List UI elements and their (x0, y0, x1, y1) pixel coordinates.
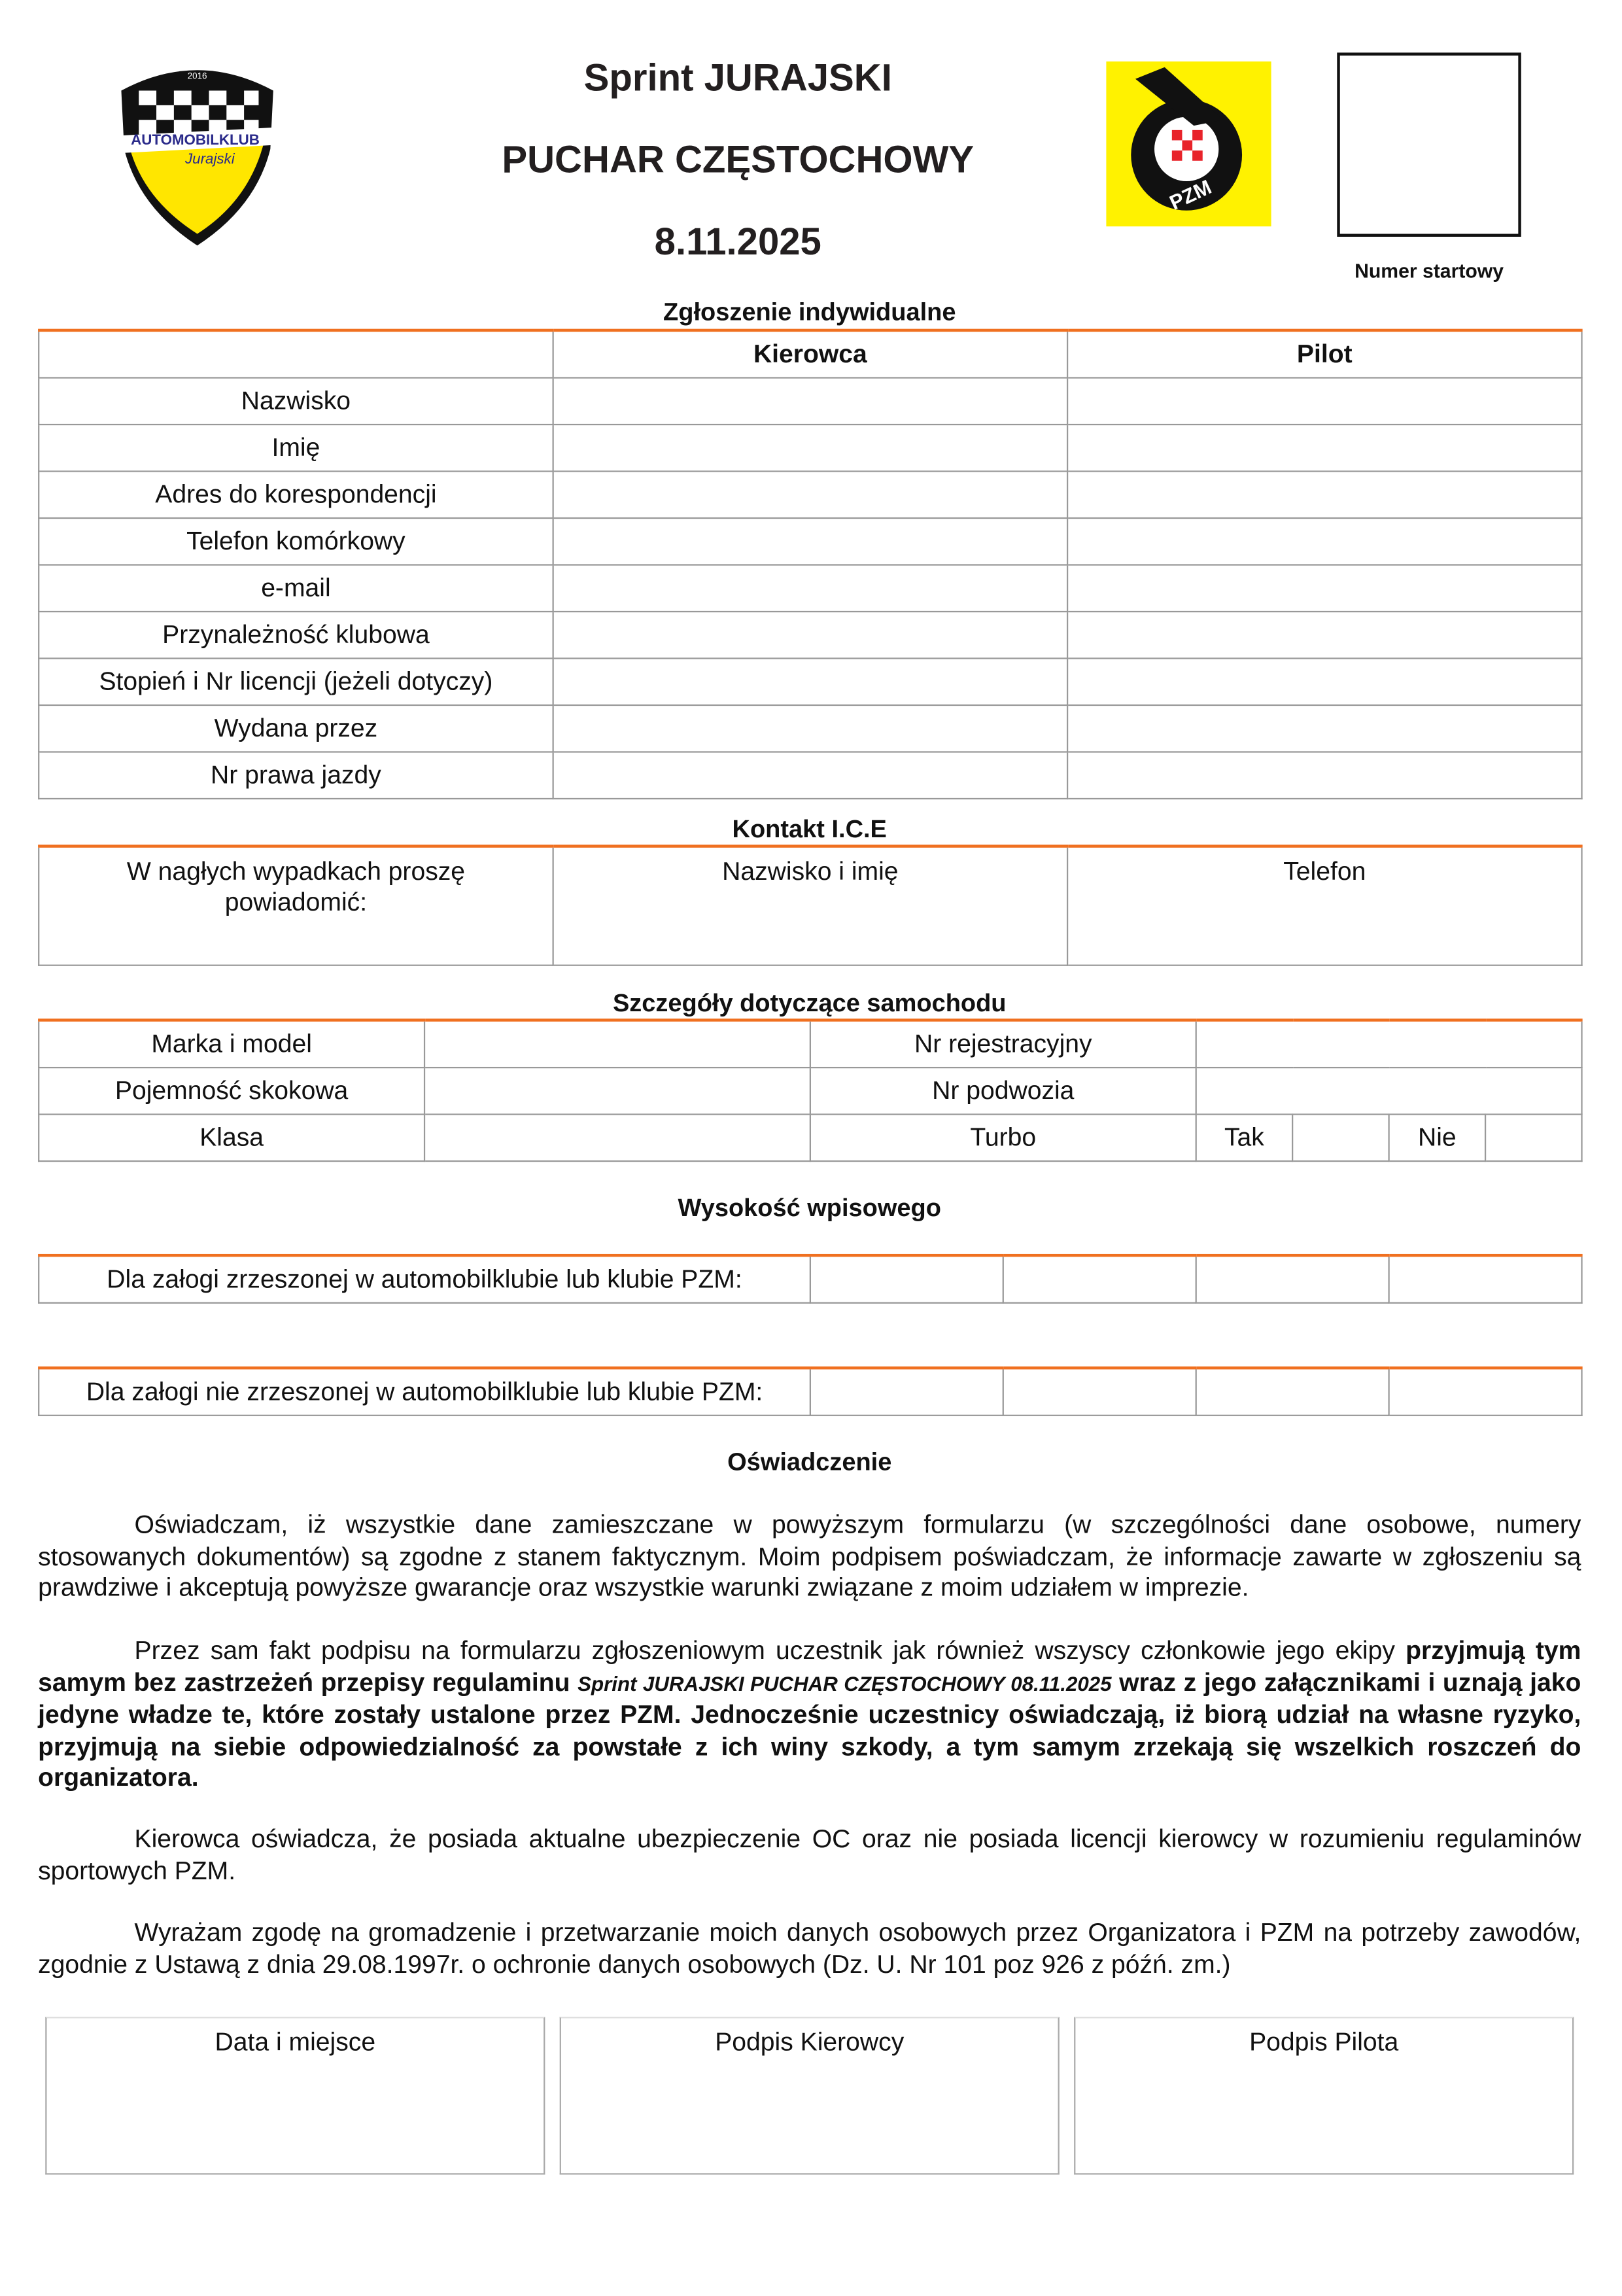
codriver-signature-field[interactable]: Podpis Pilota (1074, 2017, 1574, 2175)
club-logo-word: AUTOMOBILKLUB (131, 131, 264, 148)
driver-field[interactable] (552, 470, 1069, 519)
turbo-no-checkbox[interactable] (1484, 1113, 1583, 1162)
fee-cell[interactable] (809, 1366, 1004, 1416)
start-number-box[interactable] (1337, 52, 1521, 237)
ice-phone-field[interactable]: Telefon (1066, 844, 1583, 966)
class-label: Klasa (38, 1113, 426, 1162)
declaration-paragraph-1: Oświadczam, iż wszystkie dane zamieszcza… (38, 1510, 1581, 1604)
fee-nonmember-label: Dla załogi nie zrzeszonej w automobilklu… (38, 1366, 811, 1416)
car-heading: Szczegóły dotyczące samochodu (612, 989, 1007, 1018)
driver-field[interactable] (552, 657, 1069, 706)
codriver-field[interactable] (1066, 751, 1583, 800)
fee-cell[interactable] (1388, 1366, 1583, 1416)
capacity-field[interactable] (423, 1066, 811, 1115)
row-label: Nr prawa jazdy (38, 751, 554, 800)
driver-field[interactable] (552, 610, 1069, 659)
codriver-field[interactable] (1066, 423, 1583, 472)
turbo-no-label: Nie (1388, 1113, 1487, 1162)
row-label: Telefon komórkowy (38, 517, 554, 566)
codriver-field[interactable] (1066, 704, 1583, 753)
declaration-paragraph-3: Kierowca oświadcza, że posiada aktualne … (38, 1824, 1581, 1887)
row-label: Nazwisko (38, 377, 554, 426)
driver-signature-field[interactable]: Podpis Kierowcy (559, 2017, 1060, 2175)
class-field[interactable] (423, 1113, 811, 1162)
chassis-field[interactable] (1195, 1066, 1583, 1115)
row-label: Imię (38, 423, 554, 472)
make-label: Marka i model (38, 1018, 426, 1069)
event-title: Sprint JURAJSKI (583, 55, 892, 99)
club-logo-word: Jurajski (184, 150, 239, 167)
row-label: Stopień i Nr licencji (jeżeli dotyczy) (38, 657, 554, 706)
entry-table: Kierowca Pilot Nazwisko Imię Adres do kor… (38, 328, 1583, 800)
driver-field[interactable] (552, 423, 1069, 472)
signature-label: Podpis Kierowcy (715, 2026, 905, 2057)
header-codriver: Pilot (1066, 328, 1583, 379)
paragraph-bold: wraz z jego załącznikami i uznają jako j… (38, 1667, 1581, 1792)
start-number-label: Numer startowy (1355, 260, 1504, 283)
driver-field[interactable] (552, 564, 1069, 613)
codriver-field[interactable] (1066, 657, 1583, 706)
turbo-label: Turbo (809, 1113, 1197, 1162)
header-driver: Kierowca (552, 328, 1069, 379)
fee-cell[interactable] (1002, 1366, 1197, 1416)
declaration-paragraph-4: Wyrażam zgodę na gromadzenie i przetwarz… (38, 1917, 1581, 1980)
paragraph-text: Kierowca oświadcza, że posiada aktualne … (38, 1824, 1581, 1885)
row-label: Adres do korespondencji (38, 470, 554, 519)
reg-label: Nr rejestracyjny (809, 1018, 1197, 1069)
codriver-field[interactable] (1066, 377, 1583, 426)
codriver-field[interactable] (1066, 564, 1583, 613)
driver-field[interactable] (552, 704, 1069, 753)
declaration-heading: Oświadczenie (727, 1448, 892, 1476)
ice-table: W nagłych wypadkach proszę powiadomić: N… (38, 844, 1583, 966)
automobilklub-logo: AUTOMOBILKLUB Jurajski 2016 (118, 70, 277, 246)
make-field[interactable] (423, 1018, 811, 1069)
paragraph-text: Oświadczam, iż wszystkie dane zamieszcza… (38, 1509, 1581, 1602)
codriver-field[interactable] (1066, 470, 1583, 519)
fee-heading: Wysokość wpisowego (678, 1194, 941, 1222)
club-logo-text: AUTOMOBILKLUB Jurajski 2016 (131, 71, 264, 167)
turbo-yes-checkbox[interactable] (1292, 1113, 1390, 1162)
event-date: 8.11.2025 (654, 219, 821, 264)
driver-field[interactable] (552, 517, 1069, 566)
fee-cell[interactable] (809, 1253, 1004, 1304)
car-table: Marka i model Nr rejestracyjny Pojemność … (38, 1018, 1583, 1162)
row-label: Wydana przez (38, 704, 554, 753)
row-label: e-mail (38, 564, 554, 613)
codriver-field[interactable] (1066, 610, 1583, 659)
paragraph-text: Przez sam fakt podpisu na formularzu zgł… (134, 1635, 1406, 1665)
capacity-label: Pojemność skokowa (38, 1066, 426, 1115)
fee-cell[interactable] (1002, 1253, 1197, 1304)
pzm-logo: PZM (1106, 61, 1271, 227)
paragraph-text: Wyrażam zgodę na gromadzenie i przetwarz… (38, 1917, 1581, 1978)
regulation-name: Sprint JURAJSKI PUCHAR CZĘSTOCHOWY 08.11… (578, 1671, 1112, 1695)
row-label: Przynależność klubowa (38, 610, 554, 659)
fee-member-table: Dla załogi zrzeszonej w automobilklubie … (38, 1253, 1583, 1304)
header-blank (38, 328, 554, 379)
signature-label: Data i miejsce (215, 2026, 376, 2057)
ice-name-field[interactable]: Nazwisko i imię (552, 844, 1069, 966)
fee-nonmember-table: Dla załogi nie zrzeszonej w automobilklu… (38, 1366, 1583, 1416)
driver-field[interactable] (552, 751, 1069, 800)
entry-heading: Zgłoszenie indywidualne (663, 298, 956, 326)
ice-notify-label: W nagłych wypadkach proszę powiadomić: (38, 844, 554, 966)
chassis-label: Nr podwozia (809, 1066, 1197, 1115)
driver-field[interactable] (552, 377, 1069, 426)
event-subtitle: PUCHAR CZĘSTOCHOWY (502, 137, 975, 182)
date-place-field[interactable]: Data i miejsce (45, 2017, 545, 2175)
codriver-field[interactable] (1066, 517, 1583, 566)
turbo-yes-label: Tak (1195, 1113, 1294, 1162)
paragraph-bold: przyjmują tym samym bez zastrzeżeń przep… (38, 1635, 1581, 1696)
club-logo-word: 2016 (188, 71, 207, 81)
signature-label: Podpis Pilota (1249, 2026, 1399, 2057)
fee-cell[interactable] (1195, 1366, 1390, 1416)
fee-cell[interactable] (1388, 1253, 1583, 1304)
fee-member-label: Dla załogi zrzeszonej w automobilklubie … (38, 1253, 811, 1304)
reg-field[interactable] (1195, 1018, 1583, 1069)
ice-heading: Kontakt I.C.E (732, 815, 887, 844)
fee-cell[interactable] (1195, 1253, 1390, 1304)
declaration-paragraph-2: Przez sam fakt podpisu na formularzu zgł… (38, 1635, 1581, 1794)
